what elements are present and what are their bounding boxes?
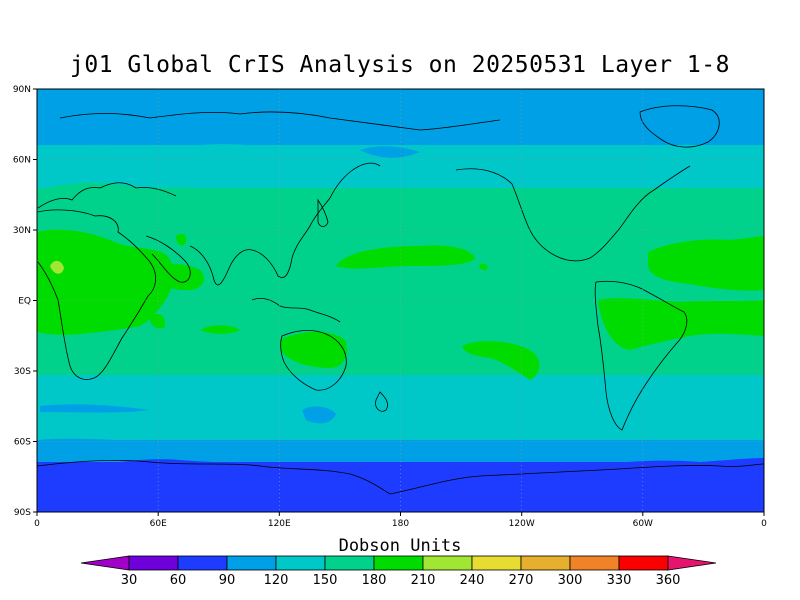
blob-australia-180 bbox=[280, 331, 347, 368]
lat-axis: 90N 60N 30N EQ 30S 60S 90S bbox=[13, 85, 37, 518]
colorbar-label: 120 bbox=[264, 573, 289, 588]
colorbar-label: 150 bbox=[313, 573, 338, 588]
coast-new-zealand bbox=[375, 391, 388, 412]
colorbar-swatch bbox=[226, 555, 277, 571]
lon-label-120w: 120W bbox=[509, 519, 535, 529]
colorbar-label: 60 bbox=[170, 573, 187, 588]
colorbar-swatch bbox=[324, 555, 375, 571]
colorbar-label: 240 bbox=[460, 573, 485, 588]
colorbar-arrow-high bbox=[667, 555, 717, 571]
lon-label-0e: 0 bbox=[761, 519, 767, 529]
colorbar-swatch bbox=[275, 555, 326, 571]
blob-pacific-north-180 bbox=[336, 245, 475, 269]
lat-label-30n: 30N bbox=[13, 226, 31, 236]
colorbar-swatch bbox=[618, 555, 669, 571]
coast-arabia bbox=[145, 235, 191, 283]
lon-label-60e: 60E bbox=[150, 519, 167, 529]
colorbar-label: 180 bbox=[362, 573, 387, 588]
blob-brazil-180 bbox=[598, 298, 764, 350]
band-north-polar bbox=[37, 89, 764, 149]
blob-indian-180 bbox=[200, 325, 240, 334]
lat-ticks bbox=[33, 88, 37, 513]
lat-label-60n: 60N bbox=[13, 156, 31, 166]
colorbar-swatch bbox=[471, 555, 522, 571]
contour-antarctic-edge bbox=[37, 458, 764, 480]
blob-yellow-green-210 bbox=[50, 260, 64, 274]
colorbar-label: 30 bbox=[121, 573, 138, 588]
gridlines bbox=[37, 89, 764, 512]
coast-europe bbox=[37, 182, 177, 209]
lat-label-90s: 90S bbox=[14, 508, 31, 518]
blob-pacific-south-180 bbox=[462, 341, 540, 380]
lat-label-eq: EQ bbox=[18, 297, 31, 307]
colorbar-swatch bbox=[422, 555, 473, 571]
page-title: j01 Global CrIS Analysis on 20250531 Lay… bbox=[70, 52, 730, 78]
lat-label-90n: 90N bbox=[13, 85, 31, 95]
blob-indonesia-180 bbox=[149, 313, 166, 329]
colorbar-label: 90 bbox=[219, 573, 236, 588]
colorbar-swatch bbox=[569, 555, 620, 571]
blob-atlantic-180 bbox=[648, 236, 764, 291]
ozone-field bbox=[37, 89, 764, 512]
lon-label-120e: 120E bbox=[268, 519, 291, 529]
blob-africa-180 bbox=[37, 229, 174, 335]
lat-label-60s: 60S bbox=[14, 438, 31, 448]
coast-indonesia bbox=[251, 298, 341, 323]
coast-japan bbox=[317, 198, 329, 227]
colorbar-label: 330 bbox=[607, 573, 632, 588]
colorbar-label: 270 bbox=[509, 573, 534, 588]
colorbar-swatch bbox=[373, 555, 424, 571]
colorbar-swatch bbox=[520, 555, 571, 571]
coast-india bbox=[189, 245, 253, 286]
colorbar-arrow-low bbox=[80, 555, 130, 571]
coast-north-america bbox=[455, 165, 691, 262]
coastlines bbox=[37, 105, 764, 495]
lon-label-60w: 60W bbox=[633, 519, 653, 529]
coast-africa bbox=[37, 209, 157, 380]
blob-pacific-dot bbox=[479, 263, 488, 270]
coast-asia-east bbox=[251, 162, 381, 278]
colorbar-label: 300 bbox=[558, 573, 583, 588]
colorbar-label: 210 bbox=[411, 573, 436, 588]
coast-greenland bbox=[639, 105, 720, 148]
lat-label-30s: 30S bbox=[14, 367, 31, 377]
colorbar-title: Dobson Units bbox=[338, 536, 462, 556]
colorbar-label: 360 bbox=[656, 573, 681, 588]
blob-arabia-small bbox=[176, 234, 187, 246]
patch-siberia-90 bbox=[360, 146, 420, 158]
lon-label-180: 180 bbox=[392, 519, 409, 529]
coast-arctic bbox=[59, 111, 501, 131]
lon-ticks bbox=[36, 512, 765, 516]
coast-australia bbox=[280, 330, 347, 391]
lon-label-0w: 0 bbox=[34, 519, 40, 529]
coast-antarctica bbox=[37, 459, 764, 495]
contour-south-mid-edge bbox=[37, 375, 764, 399]
patch-south-indian-90 bbox=[40, 404, 150, 413]
colorbar-swatch bbox=[128, 555, 179, 571]
colorbar: 30 60 90 120 150 180 210 240 270 300 330 360 bbox=[80, 555, 717, 588]
coast-south-america bbox=[594, 280, 688, 431]
patch-pacific-90 bbox=[302, 406, 336, 424]
lon-axis: 0 60E 120E 180 120W 60W 0 bbox=[34, 512, 767, 529]
colorbar-swatch bbox=[177, 555, 228, 571]
